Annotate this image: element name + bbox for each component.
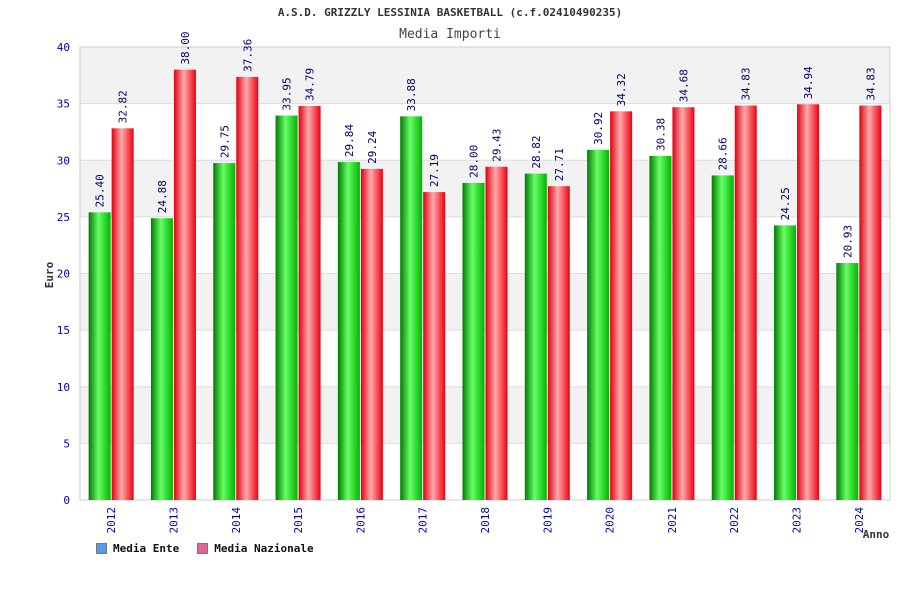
data-label: 29.43 <box>491 129 504 162</box>
data-label: 29.75 <box>218 125 231 158</box>
y-axis: 0 5 10 15 20 25 30 35 40 <box>57 41 70 507</box>
chart-subtitle: Media Importi <box>399 27 501 42</box>
bar-ente <box>587 149 610 500</box>
bar-nazionale <box>298 106 321 501</box>
grid-band <box>80 103 890 161</box>
bar-ente <box>462 182 485 500</box>
x-tick-label: 2022 <box>728 507 741 534</box>
chart-title: A.S.D. GRIZZLY LESSINIA BASKETBALL (c.f.… <box>278 6 622 19</box>
x-tick-label: 2024 <box>853 507 866 534</box>
data-label: 30.38 <box>654 118 667 151</box>
grid-band <box>80 330 890 387</box>
grid-band <box>80 273 890 331</box>
x-tick-label: 2023 <box>791 507 804 534</box>
grid-band <box>80 386 890 444</box>
data-label: 33.88 <box>405 78 418 111</box>
grid-band <box>80 160 890 217</box>
data-label: 34.94 <box>802 66 815 99</box>
x-tick-label: 2015 <box>292 507 305 534</box>
grid-band <box>80 47 890 104</box>
y-tick-label: 30 <box>57 154 70 167</box>
bar-nazionale <box>547 186 570 500</box>
bar-nazionale <box>111 128 134 500</box>
bar-nazionale <box>734 105 757 501</box>
bar-nazionale <box>423 192 446 501</box>
y-tick-label: 25 <box>57 211 70 224</box>
bar-nazionale <box>672 107 695 501</box>
data-label: 37.36 <box>241 39 254 72</box>
x-tick-label: 2018 <box>479 507 492 534</box>
data-label: 34.32 <box>615 73 628 106</box>
data-label: 28.66 <box>717 137 730 170</box>
data-label: 28.82 <box>530 135 543 168</box>
x-tick-label: 2021 <box>666 507 679 534</box>
y-tick-label: 5 <box>63 437 70 450</box>
bar-nazionale <box>173 69 196 501</box>
plot-background <box>79 46 891 501</box>
data-label: 27.71 <box>553 148 566 181</box>
data-label: 38.00 <box>179 32 192 65</box>
data-label: 25.40 <box>94 174 107 207</box>
legend-item-ente: Media Ente <box>96 542 179 555</box>
x-tick-label: 2014 <box>230 507 243 534</box>
grid-band <box>80 443 890 500</box>
bars-group: 25.40 32.82 24.88 38.00 29.75 37.36 33.95 34.79… <box>88 32 882 501</box>
x-axis: 2012 2013 2014 2015 2016 2017 2018 2019 2020 2021… <box>105 507 866 534</box>
y-tick-label: 0 <box>63 494 70 507</box>
legend-swatch-nazionale <box>197 543 209 554</box>
bar-ente <box>337 162 360 500</box>
legend: Media Ente Media Nazionale <box>96 542 314 555</box>
data-label: 34.83 <box>740 67 753 100</box>
data-label: 29.24 <box>366 130 379 163</box>
x-tick-label: 2020 <box>604 507 617 534</box>
x-tick-label: 2012 <box>105 507 118 534</box>
x-tick-label: 2016 <box>354 507 367 534</box>
bar-nazionale <box>610 111 633 501</box>
y-tick-label: 40 <box>57 41 70 54</box>
data-label: 34.68 <box>677 69 690 102</box>
bar-nazionale <box>797 104 820 500</box>
y-tick-label: 20 <box>57 268 70 281</box>
bar-ente <box>150 218 173 500</box>
bar-nazionale <box>485 166 508 500</box>
bar-nazionale <box>859 105 882 501</box>
data-label: 34.79 <box>304 68 317 101</box>
x-tick-label: 2013 <box>167 507 180 534</box>
bar-ente <box>88 212 111 500</box>
data-label: 32.82 <box>117 90 130 123</box>
grid-band <box>80 216 890 274</box>
data-label: 24.88 <box>156 180 169 213</box>
bar-ente <box>836 262 859 500</box>
plot-frame <box>79 46 891 501</box>
x-tick-label: 2017 <box>417 507 430 534</box>
data-label: 24.25 <box>779 187 792 220</box>
y-axis-label: Euro <box>43 261 56 288</box>
legend-swatch-ente <box>96 543 107 554</box>
bar-ente <box>400 116 423 501</box>
data-label: 29.84 <box>343 124 356 157</box>
data-label: 33.95 <box>281 77 294 110</box>
bar-ente <box>275 115 298 501</box>
data-label: 20.93 <box>841 225 854 258</box>
bar-ente <box>213 163 236 501</box>
bar-nazionale <box>236 76 259 500</box>
bar-ente <box>649 155 672 500</box>
bar-ente <box>774 225 797 500</box>
legend-label-nazionale: Media Nazionale <box>214 542 314 555</box>
bar-nazionale <box>360 168 383 500</box>
x-tick-label: 2019 <box>541 507 554 534</box>
x-axis-label: Anno <box>863 528 890 541</box>
data-label: 30.92 <box>592 112 605 145</box>
bar-ente <box>711 175 734 500</box>
y-tick-label: 10 <box>57 381 70 394</box>
y-tick-label: 15 <box>57 324 70 337</box>
legend-item-nazionale: Media Nazionale <box>197 542 314 555</box>
bar-ente <box>524 173 547 500</box>
data-label: 28.00 <box>468 145 481 178</box>
data-label: 27.19 <box>428 154 441 187</box>
y-tick-label: 35 <box>57 98 70 111</box>
data-label: 34.83 <box>864 67 877 100</box>
legend-label-ente: Media Ente <box>113 542 180 555</box>
